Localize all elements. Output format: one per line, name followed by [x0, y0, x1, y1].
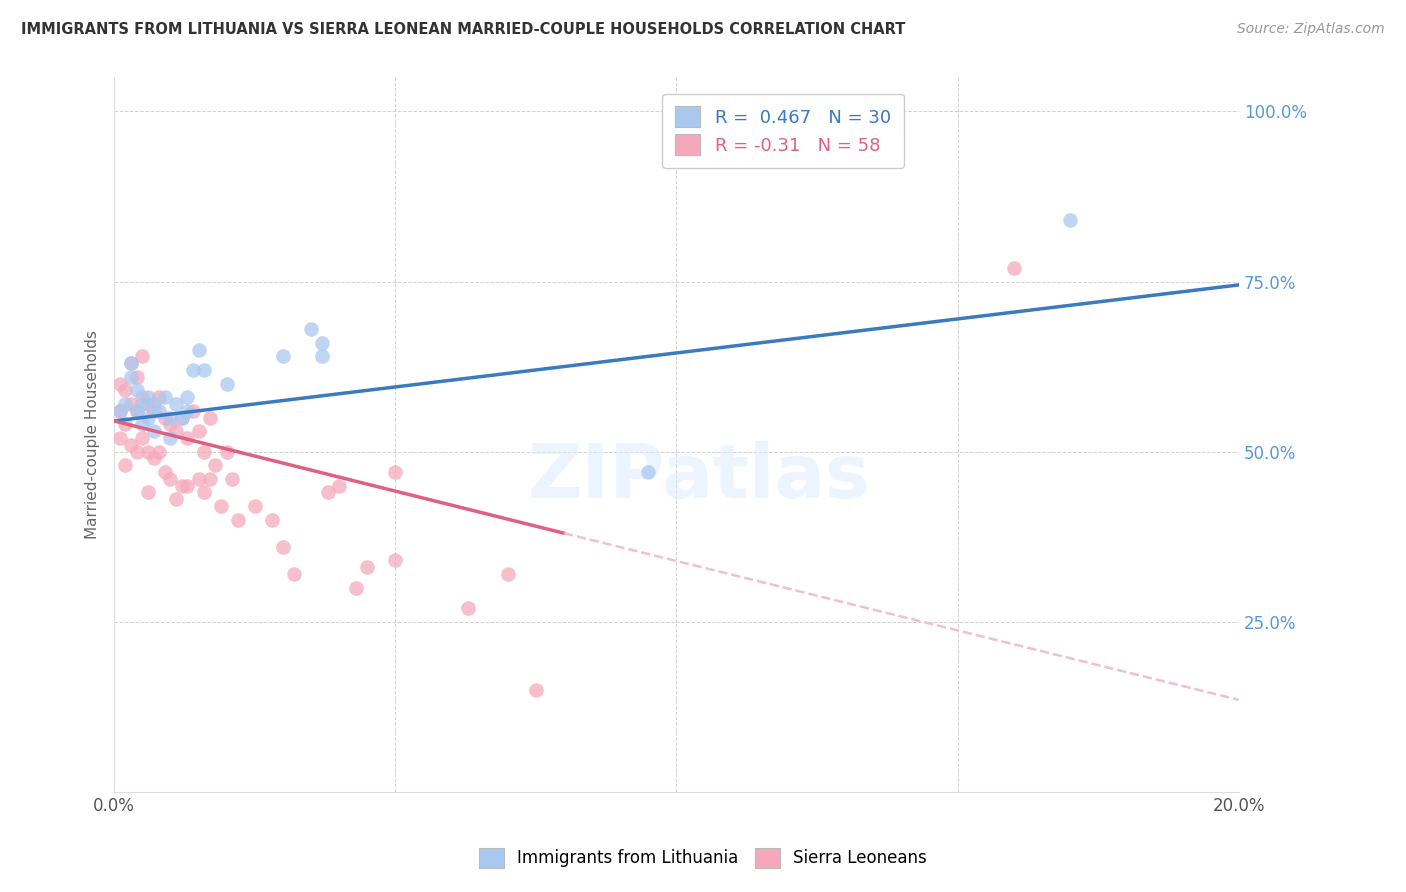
Point: [637, 465, 659, 479]
Point: [136, 397, 159, 411]
Point: [108, 431, 131, 445]
Point: [283, 567, 305, 582]
Point: [226, 513, 249, 527]
Point: [131, 390, 153, 404]
Point: [260, 513, 283, 527]
Point: [148, 444, 170, 458]
Point: [136, 485, 159, 500]
Point: [187, 472, 209, 486]
Point: [125, 384, 148, 398]
Point: [311, 335, 333, 350]
Point: [153, 410, 176, 425]
Point: [165, 492, 187, 507]
Point: [159, 431, 181, 445]
Point: [524, 682, 547, 697]
Point: [215, 376, 238, 391]
Point: [193, 363, 215, 377]
Point: [108, 376, 131, 391]
Point: [165, 424, 187, 438]
Point: [209, 499, 232, 513]
Point: [356, 560, 378, 574]
Point: [114, 417, 136, 432]
Point: [159, 472, 181, 486]
Point: [142, 424, 165, 438]
Point: [1002, 260, 1025, 275]
Text: IMMIGRANTS FROM LITHUANIA VS SIERRA LEONEAN MARRIED-COUPLE HOUSEHOLDS CORRELATIO: IMMIGRANTS FROM LITHUANIA VS SIERRA LEON…: [21, 22, 905, 37]
Point: [221, 472, 243, 486]
Point: [120, 369, 142, 384]
Point: [170, 478, 193, 492]
Point: [198, 410, 221, 425]
Point: [204, 458, 226, 473]
Point: [193, 444, 215, 458]
Text: Source: ZipAtlas.com: Source: ZipAtlas.com: [1237, 22, 1385, 37]
Point: [176, 390, 198, 404]
Point: [142, 451, 165, 466]
Point: [311, 349, 333, 363]
Point: [384, 553, 406, 567]
Point: [181, 403, 204, 417]
Point: [271, 540, 294, 554]
Point: [136, 390, 159, 404]
Point: [114, 384, 136, 398]
Y-axis label: Married-couple Households: Married-couple Households: [86, 330, 100, 539]
Point: [142, 403, 165, 417]
Point: [165, 397, 187, 411]
Point: [159, 410, 181, 425]
Point: [125, 369, 148, 384]
Legend: Immigrants from Lithuania, Sierra Leoneans: Immigrants from Lithuania, Sierra Leonea…: [472, 841, 934, 875]
Point: [384, 465, 406, 479]
Point: [114, 397, 136, 411]
Point: [328, 478, 350, 492]
Point: [243, 499, 266, 513]
Point: [114, 458, 136, 473]
Point: [131, 397, 153, 411]
Point: [125, 444, 148, 458]
Point: [299, 322, 322, 336]
Point: [181, 363, 204, 377]
Legend: R =  0.467   N = 30, R = -0.31   N = 58: R = 0.467 N = 30, R = -0.31 N = 58: [662, 94, 904, 168]
Point: [131, 431, 153, 445]
Point: [125, 403, 148, 417]
Point: [1059, 213, 1081, 227]
Point: [153, 465, 176, 479]
Point: [496, 567, 519, 582]
Point: [344, 581, 367, 595]
Point: [176, 431, 198, 445]
Point: [153, 390, 176, 404]
Point: [142, 397, 165, 411]
Point: [316, 485, 339, 500]
Point: [457, 601, 479, 615]
Point: [136, 410, 159, 425]
Point: [187, 343, 209, 357]
Point: [170, 410, 193, 425]
Point: [108, 403, 131, 417]
Point: [125, 403, 148, 417]
Point: [176, 478, 198, 492]
Text: ZIPatlas: ZIPatlas: [527, 441, 870, 514]
Point: [120, 397, 142, 411]
Point: [198, 472, 221, 486]
Point: [271, 349, 294, 363]
Point: [120, 356, 142, 370]
Point: [170, 410, 193, 425]
Point: [176, 403, 198, 417]
Point: [187, 424, 209, 438]
Point: [120, 356, 142, 370]
Point: [148, 403, 170, 417]
Point: [120, 438, 142, 452]
Point: [193, 485, 215, 500]
Point: [136, 444, 159, 458]
Point: [148, 390, 170, 404]
Point: [159, 417, 181, 432]
Point: [215, 444, 238, 458]
Point: [131, 349, 153, 363]
Point: [108, 403, 131, 417]
Point: [131, 417, 153, 432]
